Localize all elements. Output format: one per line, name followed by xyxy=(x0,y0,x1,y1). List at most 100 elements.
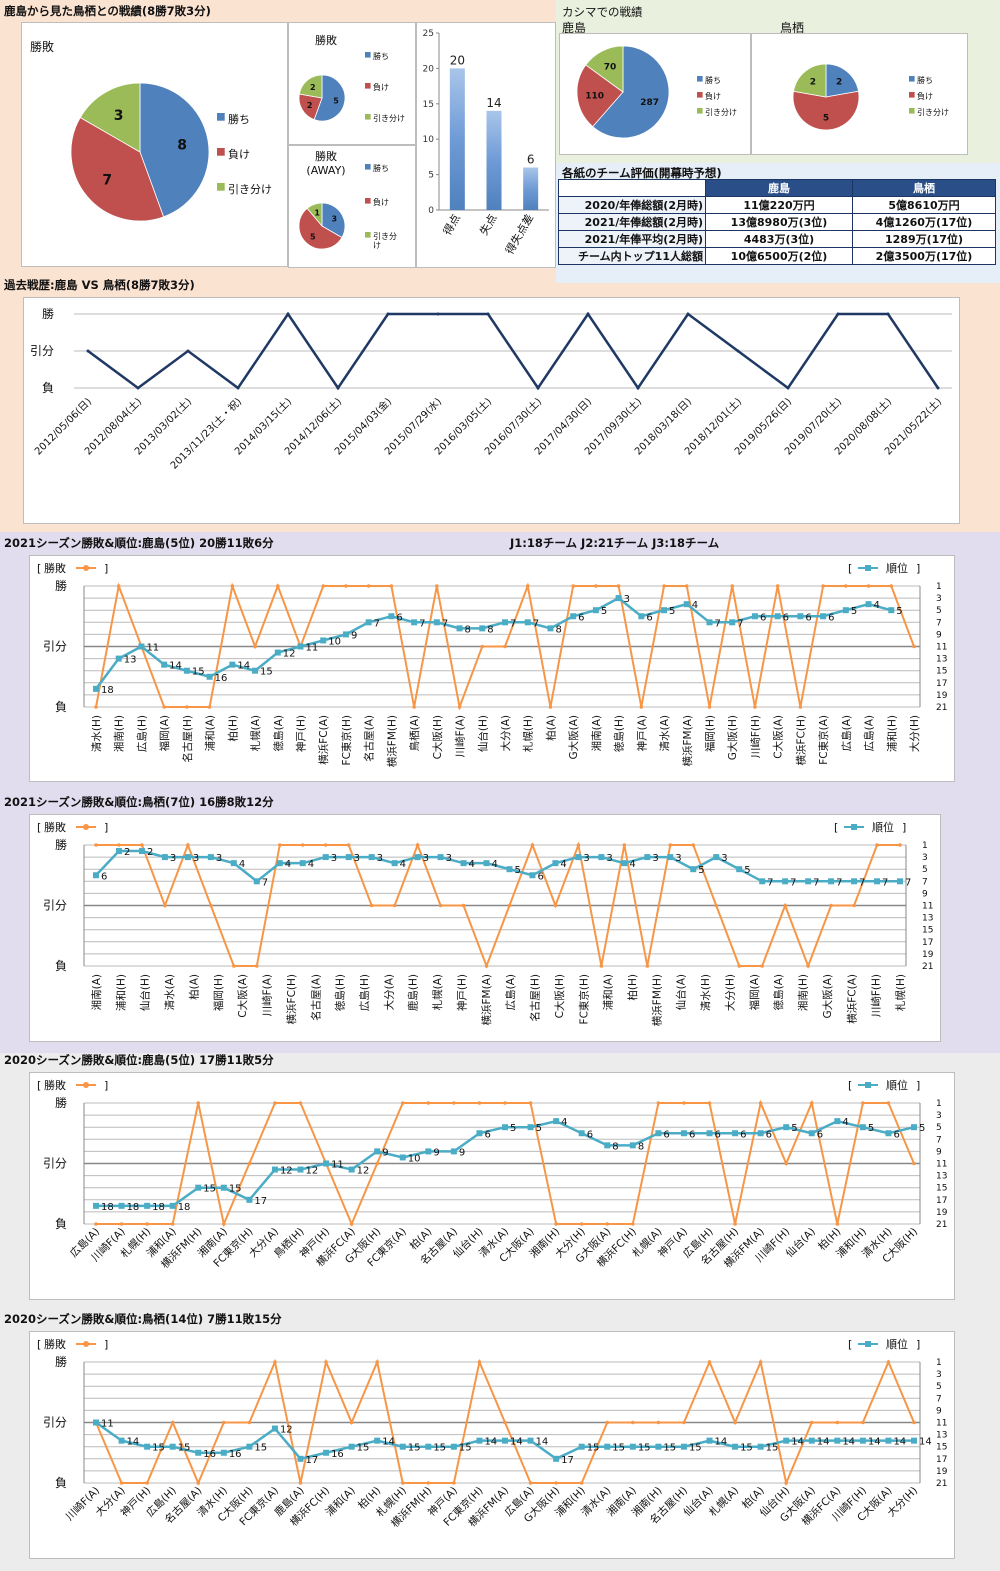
result-point xyxy=(682,1101,686,1105)
result-point xyxy=(889,584,894,588)
x-tick-label: 仙台(H) xyxy=(139,974,152,1011)
result-point xyxy=(758,1101,763,1105)
rank-point xyxy=(911,1124,917,1131)
x-tick-label: 仙台(A) xyxy=(675,974,688,1010)
rank-point xyxy=(138,643,145,650)
rank-point xyxy=(644,854,651,861)
rank-point xyxy=(527,1437,534,1444)
y-tick-label: 勝 xyxy=(55,578,67,593)
result-point xyxy=(528,1481,533,1485)
result-point xyxy=(349,1420,354,1425)
result-point xyxy=(369,903,374,908)
legend-result-marker xyxy=(83,565,89,571)
pie-data-label: 110 xyxy=(585,91,604,101)
rank-data-label: 6 xyxy=(663,1129,669,1140)
rank-data-label: 15 xyxy=(638,1443,651,1454)
rank-point xyxy=(207,854,214,861)
rank-tick-label: 3 xyxy=(936,1111,942,1121)
rank-data-label: 6 xyxy=(817,1129,823,1140)
eval-header-row: 鹿島 鳥栖 xyxy=(558,179,996,197)
legend-result-marker xyxy=(83,1082,89,1088)
rank-tick-label: 21 xyxy=(922,962,933,972)
x-tick-label: 札幌(H) xyxy=(894,974,907,1011)
rank-data-label: 15 xyxy=(689,1443,702,1454)
pie-title: 勝敗 xyxy=(315,33,337,47)
legend-rank-bracket: ] xyxy=(916,1079,920,1092)
rank-data-label: 3 xyxy=(354,853,360,864)
rank-point xyxy=(598,854,605,861)
rank-data-label: 7 xyxy=(533,618,539,629)
legend-result-marker xyxy=(83,1341,89,1347)
pie-slice xyxy=(139,82,210,218)
result-point xyxy=(809,1101,814,1105)
rank-tick-label: 11 xyxy=(936,643,947,653)
pie-title: 勝敗 xyxy=(30,39,54,54)
rank-data-label: 14 xyxy=(169,661,182,672)
rank-data-label: 4 xyxy=(239,859,245,870)
x-tick-label: C大阪(H) xyxy=(431,715,444,759)
y-tick-label: 負 xyxy=(55,959,67,973)
rank-tick-label: 7 xyxy=(936,1394,942,1404)
rank-point xyxy=(276,860,283,867)
rank-point xyxy=(297,1166,304,1173)
result-point xyxy=(321,584,326,588)
result-point xyxy=(576,843,581,847)
x-tick-label: 柏(H) xyxy=(226,715,239,742)
rank-data-label: 14 xyxy=(791,1437,804,1448)
rank-tick-label: 19 xyxy=(936,1208,948,1218)
x-tick-label: 福岡(A) xyxy=(748,974,761,1010)
rank-tick-label: 19 xyxy=(936,1467,948,1477)
rank-data-label: 6 xyxy=(828,612,834,623)
result-point xyxy=(438,903,443,908)
rank-point xyxy=(615,595,622,602)
result-point xyxy=(886,1360,891,1364)
rank-point xyxy=(169,1202,176,1209)
rank-point xyxy=(629,1142,636,1149)
history-point xyxy=(486,312,490,316)
rank-point xyxy=(604,1443,611,1450)
rank-point xyxy=(425,1148,432,1155)
rank-data-label: 4 xyxy=(629,859,635,870)
rank-point xyxy=(184,854,191,861)
legend-rank-label: 順位 xyxy=(886,1078,908,1092)
legend-result-label: 勝敗 xyxy=(44,561,66,575)
result-point xyxy=(298,1481,303,1485)
rank-data-label: 6 xyxy=(101,871,107,882)
rank-point xyxy=(450,1148,457,1155)
result-point xyxy=(866,584,871,588)
rank-point xyxy=(552,860,559,867)
rank-point xyxy=(859,1437,866,1444)
rank-data-label: 9 xyxy=(433,1147,439,1158)
x-tick-label: 浦和(A) xyxy=(204,715,217,751)
rank-point xyxy=(751,613,758,620)
result-point xyxy=(730,584,735,588)
rank-data-label: 16 xyxy=(229,1449,242,1460)
result-point xyxy=(809,1420,814,1425)
rank-point xyxy=(374,1437,381,1444)
x-tick-label: FC東京(H) xyxy=(577,974,590,1024)
legend-swatch xyxy=(365,83,371,89)
x-tick-label: 徳島(H) xyxy=(334,974,347,1011)
rank-data-label: 15 xyxy=(178,1443,191,1454)
rank-point xyxy=(320,637,327,644)
pie-slice xyxy=(306,202,323,228)
x-tick-label: 湘南(H) xyxy=(113,715,126,752)
x-tick-label: 浦和(H) xyxy=(114,974,127,1011)
result-point xyxy=(631,1222,635,1226)
pie-slice xyxy=(576,64,624,128)
rank-data-label: 15 xyxy=(152,1443,165,1454)
result-point xyxy=(599,964,604,968)
rank-point xyxy=(348,1443,355,1450)
rank-data-label: 10 xyxy=(408,1153,421,1164)
result-point xyxy=(829,903,833,908)
result-point xyxy=(656,1420,661,1425)
rank-data-label: 5 xyxy=(601,606,607,617)
rank-point xyxy=(578,1443,585,1450)
legend-result-bracket: [ xyxy=(37,821,41,834)
rank-tick-label: 1 xyxy=(936,1358,942,1368)
rank-point xyxy=(144,1443,151,1450)
y-tick-label: 15 xyxy=(423,100,434,110)
rank-data-label: 4 xyxy=(308,859,314,870)
rank-data-label: 5 xyxy=(868,1123,874,1134)
